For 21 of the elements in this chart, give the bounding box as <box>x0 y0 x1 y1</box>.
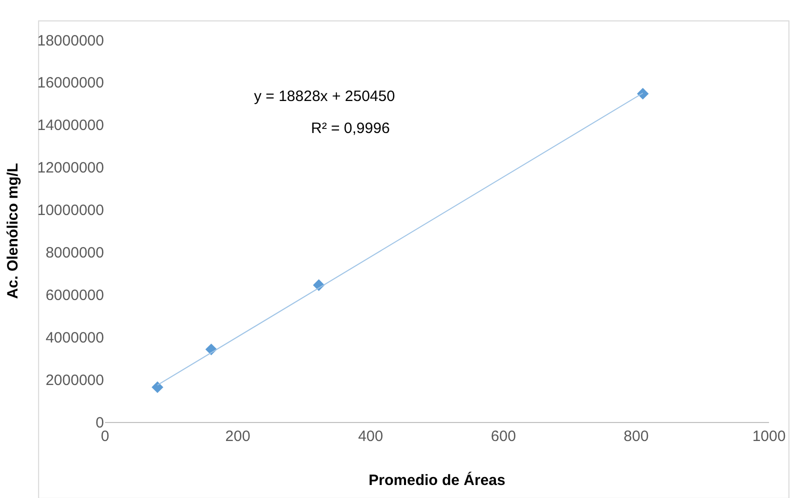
y-tick-label: 14000000 <box>37 117 104 134</box>
y-tick-label: 8000000 <box>46 244 104 262</box>
x-tick-label: 400 <box>358 428 384 445</box>
x-tick-label: 600 <box>490 428 516 445</box>
annotation: R² = 0,9996 <box>311 120 390 137</box>
point <box>636 88 649 100</box>
x-tick-label: 1000 <box>752 428 786 445</box>
y-tick-label: 4000000 <box>46 329 104 346</box>
y-tick-label: 6000000 <box>46 286 104 304</box>
x-tick-label: 200 <box>225 428 250 445</box>
y-tick-label: 0 <box>96 414 104 432</box>
annotation: y = 18828x + 250450 <box>254 88 395 105</box>
y-tick-label: 10000000 <box>37 202 104 220</box>
x-tick-label: 800 <box>624 428 649 445</box>
y-tick-label: 16000000 <box>37 74 104 92</box>
point <box>152 381 164 394</box>
y-axis-title: Ac. Olenólico mg/L <box>4 163 22 299</box>
y-tick-label: 12000000 <box>37 160 104 177</box>
y-tick-label: 18000000 <box>37 32 104 50</box>
y-tick-label: 2000000 <box>46 372 104 389</box>
x-axis-title: Promedio de Áreas <box>368 471 506 489</box>
